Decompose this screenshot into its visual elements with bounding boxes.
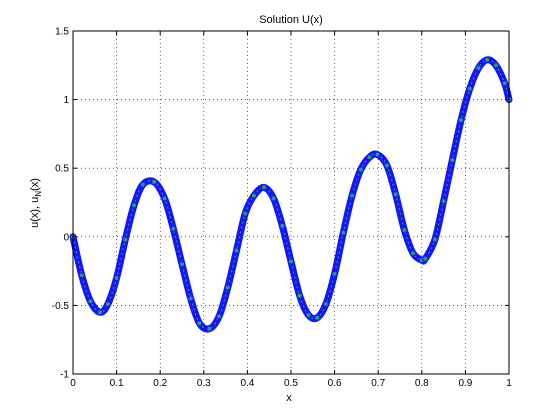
data-point [170,225,177,232]
data-point [287,258,295,265]
data-point [96,309,104,316]
data-point [260,184,268,191]
y-tick-label: 0.5 [55,164,69,175]
data-point [383,162,391,169]
data-point [322,300,330,308]
data-point [224,284,231,291]
data-point [139,181,146,188]
plot-area [73,31,509,374]
chart-title: Solution U(x) [259,14,323,26]
y-tick-label: 1.5 [55,27,69,38]
x-tick-label: 0.3 [197,378,211,389]
data-point [366,154,373,161]
data-point [392,191,399,198]
x-tick-label: 0.1 [110,378,124,389]
data-point [466,85,473,92]
data-point [187,295,194,302]
data-point [313,314,321,321]
data-point [449,156,456,164]
data-point [122,236,129,243]
data-point [422,255,429,262]
data-point [215,313,223,320]
data-point [113,274,120,282]
data-point [484,56,491,64]
data-point [233,247,240,254]
data-point [78,272,85,279]
y-tick-label: -1 [60,370,69,381]
data-point [279,222,286,230]
data-point [475,64,482,72]
data-point [409,250,417,257]
data-point [270,195,277,202]
data-point [104,300,112,308]
data-point [178,261,186,268]
x-tick-label: 1 [506,378,512,389]
y-axis-label: u(x), uN(x) [29,178,43,228]
data-point [357,166,364,173]
data-point [305,311,312,319]
x-tick-label: 0.6 [328,378,342,389]
tick-layer: 0 0.1 0.2 0.3 0.4 0.5 0.6 0.7 0.8 0.9 1 -1 -0.5 0 0.5 1… [52,27,512,390]
grid-lines [73,31,509,374]
x-tick-label: 0.9 [458,378,472,389]
data-point [431,236,439,243]
y-tick-label: 0 [63,232,69,243]
x-tick-label: 0 [70,378,76,389]
data-point [87,298,94,305]
x-tick-label: 0.8 [415,378,429,389]
data-point [196,320,203,327]
data-point [348,192,356,199]
data-point [206,325,213,332]
y-axis-label-subscript: N [34,191,43,197]
x-axis-label: x [286,392,292,404]
y-tick-label: 1 [63,95,69,106]
x-tick-label: 0.2 [153,378,167,389]
data-point [250,192,258,199]
x-tick-label: 0.4 [240,378,254,389]
data-point [401,226,408,234]
y-axis-label-suffix: (x) [29,178,41,191]
data-point [150,178,158,186]
data-point [457,116,465,124]
data-point [440,197,447,205]
series-layer [69,56,513,333]
data-point [492,62,500,69]
x-tick-label: 0.7 [371,378,385,389]
data-point [296,292,303,299]
y-tick-label: -0.5 [52,301,70,312]
data-point [130,202,138,209]
data-point [242,210,249,217]
data-point [501,79,508,87]
data-point [340,229,347,236]
x-tick-label: 0.5 [284,378,298,389]
y-axis-label-main: u(x), u [29,197,41,228]
data-point [331,270,338,278]
data-point [374,151,381,158]
data-point [161,195,168,202]
